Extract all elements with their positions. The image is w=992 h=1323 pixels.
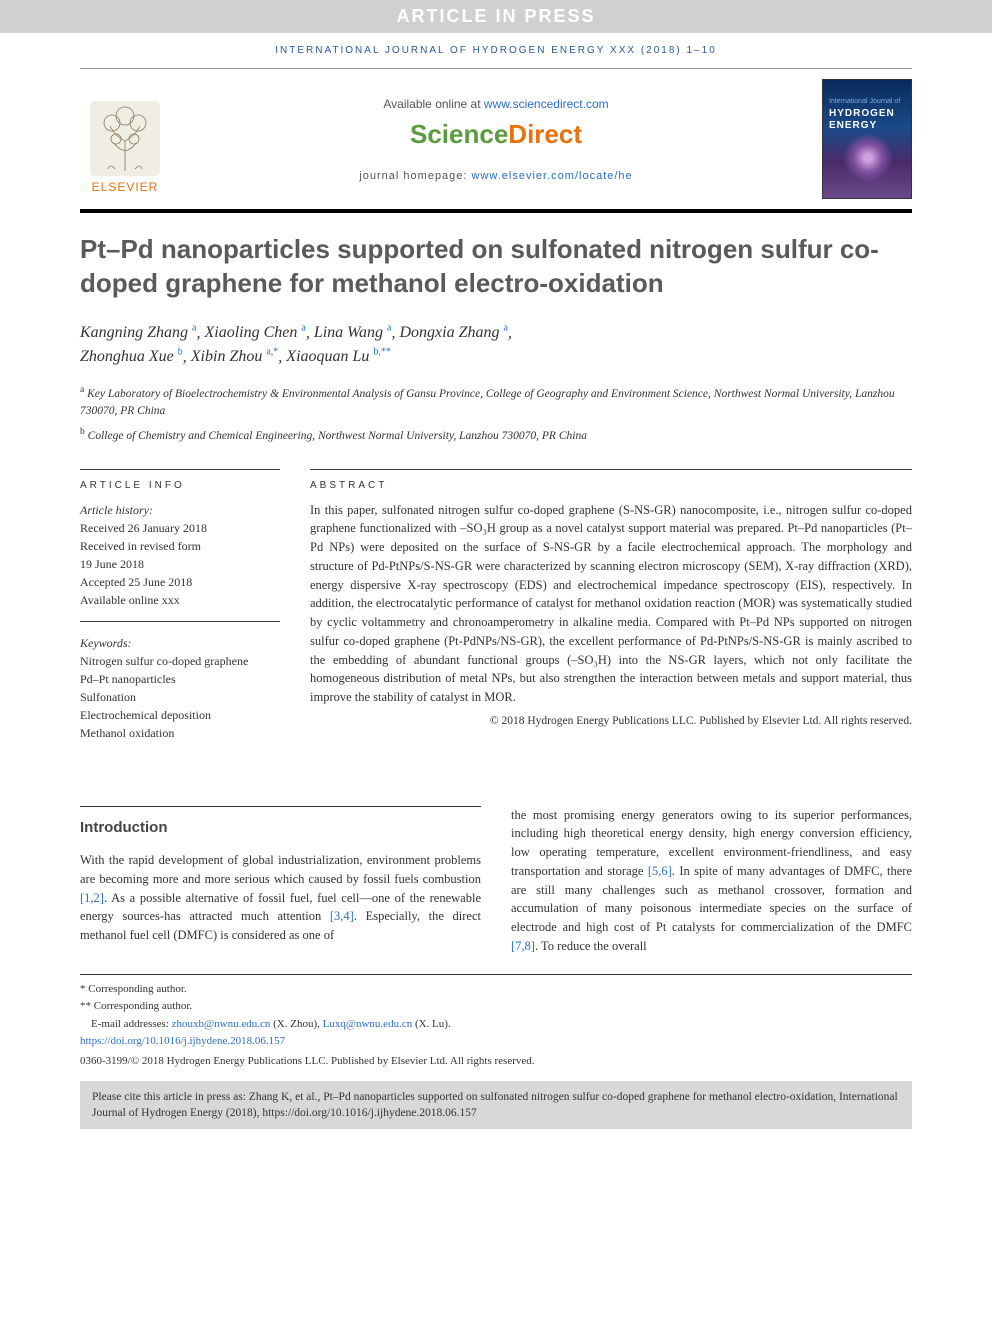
- keyword: Sulfonation: [80, 688, 280, 706]
- citation-box: Please cite this article in press as: Zh…: [80, 1081, 912, 1129]
- sciencedirect-link[interactable]: www.sciencedirect.com: [484, 97, 609, 111]
- elsevier-text: ELSEVIER: [92, 180, 159, 194]
- doi-link[interactable]: https://doi.org/10.1016/j.ijhydene.2018.…: [80, 1035, 285, 1047]
- author-list: Kangning Zhang a, Xiaoling Chen a, Lina …: [80, 321, 912, 370]
- affiliation-b: b College of Chemistry and Chemical Engi…: [80, 425, 912, 445]
- abstract-text: In this paper, sulfonated nitrogen sulfu…: [310, 501, 912, 707]
- elsevier-tree-icon: [90, 101, 160, 176]
- email-link-2[interactable]: Luxq@nwnu.edu.cn: [323, 1018, 413, 1030]
- ref-link[interactable]: [7,8]: [511, 939, 535, 953]
- abstract: ABSTRACT In this paper, sulfonated nitro…: [310, 469, 912, 766]
- homepage-prefix: journal homepage:: [359, 170, 471, 182]
- available-online-line: Available online at www.sciencedirect.co…: [170, 97, 822, 111]
- header-block: ELSEVIER Available online at www.science…: [80, 68, 912, 213]
- author: Zhonghua Xue b: [80, 348, 183, 365]
- author: Xibin Zhou a,*: [191, 348, 279, 365]
- revised-line2: 19 June 2018: [80, 555, 280, 573]
- abstract-heading: ABSTRACT: [310, 469, 912, 491]
- abstract-copyright: © 2018 Hydrogen Energy Publications LLC.…: [310, 715, 912, 727]
- author: Lina Wang a: [314, 324, 392, 341]
- journal-homepage-line: journal homepage: www.elsevier.com/locat…: [170, 170, 822, 182]
- online-date: Available online xxx: [80, 591, 280, 609]
- received-date: Received 26 January 2018: [80, 519, 280, 537]
- author: Xiaoling Chen a: [204, 324, 305, 341]
- affiliation-a: a Key Laboratory of Bioelectrochemistry …: [80, 383, 912, 420]
- email-line: E-mail addresses: zhouxb@nwnu.edu.cn (X.…: [80, 1016, 912, 1034]
- keyword: Nitrogen sulfur co-doped graphene: [80, 652, 280, 670]
- intro-column-right: the most promising energy generators owi…: [511, 806, 912, 956]
- elsevier-logo[interactable]: ELSEVIER: [80, 84, 170, 194]
- revised-line1: Received in revised form: [80, 537, 280, 555]
- cover-subtitle: International Journal of: [829, 98, 900, 105]
- article-info: ARTICLE INFO Article history: Received 2…: [80, 469, 280, 766]
- author: Dongxia Zhang a: [399, 324, 507, 341]
- author: Xiaoquan Lu b,**: [286, 348, 391, 365]
- article-title: Pt–Pd nanoparticles supported on sulfona…: [80, 233, 912, 301]
- keywords-block: Keywords: Nitrogen sulfur co-doped graph…: [80, 634, 280, 754]
- introduction-heading: Introduction: [80, 806, 481, 840]
- introduction-section: Introduction With the rapid development …: [80, 806, 912, 956]
- intro-para: the most promising energy generators owi…: [511, 806, 912, 956]
- author: Kangning Zhang a: [80, 324, 196, 341]
- footer-block: * Corresponding author. ** Corresponding…: [80, 974, 912, 1071]
- article-in-press-banner: ARTICLE IN PRESS: [0, 0, 992, 33]
- intro-column-left: Introduction With the rapid development …: [80, 806, 481, 956]
- journal-cover[interactable]: International Journal of HYDROGEN ENERGY: [822, 79, 912, 199]
- history-label: Article history:: [80, 501, 280, 519]
- available-prefix: Available online at: [383, 97, 484, 111]
- footer-copyright: 0360-3199/© 2018 Hydrogen Energy Publica…: [80, 1053, 912, 1071]
- keyword: Methanol oxidation: [80, 724, 280, 742]
- header-center: Available online at www.sciencedirect.co…: [170, 97, 822, 182]
- journal-reference: INTERNATIONAL JOURNAL OF HYDROGEN ENERGY…: [0, 33, 992, 68]
- keyword: Pd–Pt nanoparticles: [80, 670, 280, 688]
- ref-link[interactable]: [5,6]: [648, 864, 672, 878]
- sciencedirect-logo[interactable]: ScienceDirect: [170, 119, 822, 150]
- keyword: Electrochemical deposition: [80, 706, 280, 724]
- sd-science: Science: [410, 119, 508, 149]
- ref-link[interactable]: [1,2]: [80, 891, 104, 905]
- intro-para: With the rapid development of global ind…: [80, 851, 481, 945]
- main-content: Pt–Pd nanoparticles supported on sulfona…: [80, 233, 912, 766]
- email-link-1[interactable]: zhouxb@nwnu.edu.cn: [172, 1018, 271, 1030]
- cover-title-hydrogen: HYDROGEN: [829, 108, 895, 119]
- accepted-date: Accepted 25 June 2018: [80, 573, 280, 591]
- cover-graphic: [843, 133, 893, 183]
- info-abstract-row: ARTICLE INFO Article history: Received 2…: [80, 469, 912, 766]
- corresponding-2: ** Corresponding author.: [80, 998, 912, 1016]
- corresponding-1: * Corresponding author.: [80, 981, 912, 999]
- article-info-heading: ARTICLE INFO: [80, 469, 280, 491]
- homepage-link[interactable]: www.elsevier.com/locate/he: [472, 170, 633, 182]
- cover-title-energy: ENERGY: [829, 120, 877, 131]
- keywords-label: Keywords:: [80, 634, 280, 652]
- sd-direct: Direct: [508, 119, 582, 149]
- article-history: Article history: Received 26 January 201…: [80, 501, 280, 622]
- ref-link[interactable]: [3,4]: [330, 909, 354, 923]
